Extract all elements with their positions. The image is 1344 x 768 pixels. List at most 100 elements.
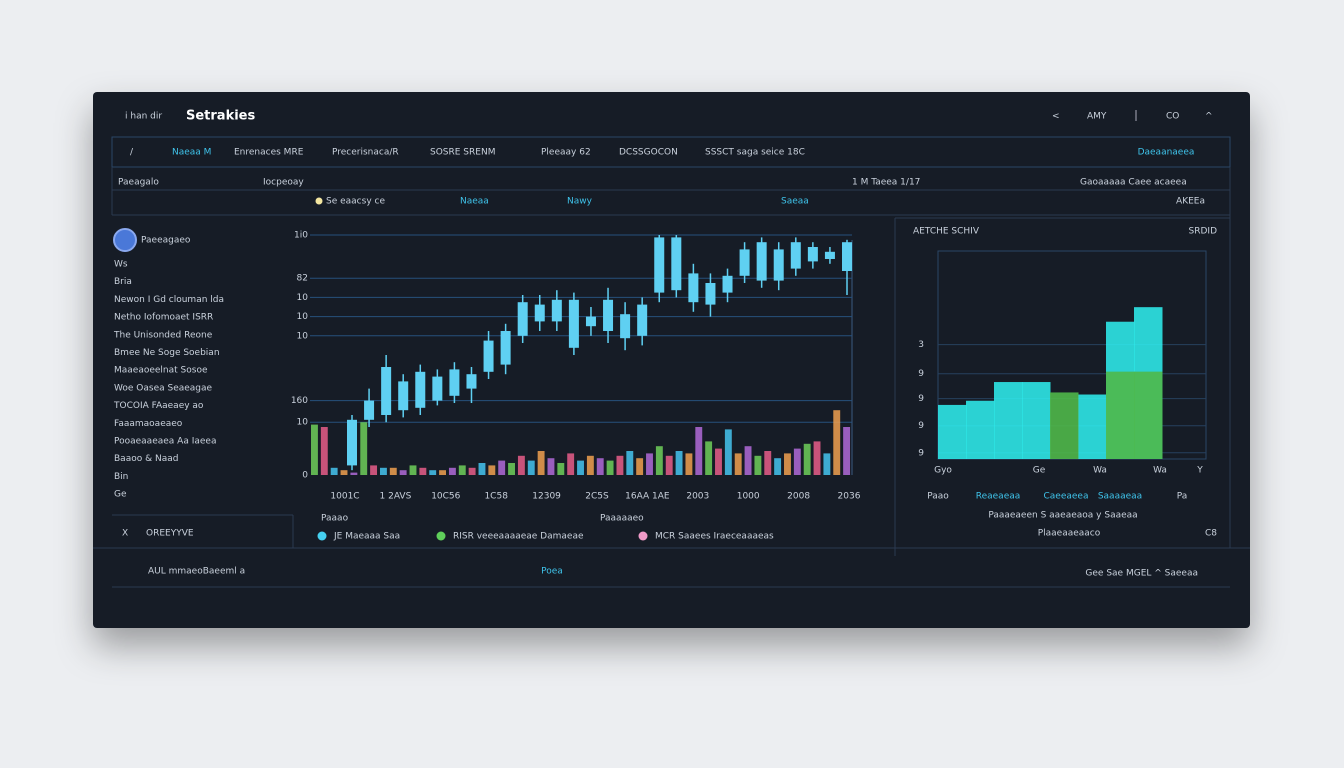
volume-bar bbox=[577, 460, 584, 475]
filter-tag[interactable]: Nawy bbox=[567, 197, 593, 207]
candle-body bbox=[603, 299, 614, 331]
sidebar-item[interactable]: Bria bbox=[114, 277, 132, 287]
footer-right[interactable]: Gee Sae MGEL ^ Saeeaa bbox=[1085, 569, 1198, 579]
sidebar-item[interactable]: Woe Oasea Seaeagae bbox=[114, 383, 213, 393]
nav-tab[interactable]: SSSCT saga seice 18C bbox=[705, 148, 805, 158]
nav-tab[interactable]: Enrenaces MRE bbox=[234, 148, 304, 158]
volume-bar bbox=[813, 441, 821, 475]
nav-tab[interactable]: Naeaa M bbox=[172, 148, 211, 158]
y-tick-label: 9 bbox=[918, 448, 924, 458]
window bbox=[93, 92, 1250, 628]
nav-tab[interactable]: Pleeaay 62 bbox=[541, 148, 591, 158]
nav-tab[interactable]: Precerisnaca/R bbox=[332, 148, 399, 158]
candle-body bbox=[585, 316, 596, 327]
nav-icon[interactable]: / bbox=[130, 148, 134, 158]
sidebar-item[interactable]: Faaamaoaeaeo bbox=[114, 419, 183, 429]
volume-bar bbox=[744, 446, 752, 475]
sidebar-item[interactable]: Bin bbox=[114, 472, 128, 482]
side-caption: Paaaeaeen S aaeaeaoa y Saaeaa bbox=[988, 511, 1137, 521]
legend-label: MCR Saaees Iraeceaaaeas bbox=[655, 532, 774, 542]
volume-bar bbox=[350, 472, 358, 475]
y-tick-label: 9 bbox=[918, 394, 924, 404]
nav-tab[interactable]: SOSRE SRENM bbox=[430, 148, 495, 158]
x-tick-label: Wa bbox=[1153, 466, 1167, 476]
x-tick-label: 1C58 bbox=[484, 492, 508, 502]
candle-body bbox=[364, 400, 375, 420]
volume-bar bbox=[705, 441, 713, 475]
volume-bar bbox=[665, 455, 673, 475]
filter[interactable]: 1 M Taeea 1/17 bbox=[852, 178, 920, 188]
sidebar-footer[interactable]: OREEYYVE bbox=[146, 529, 194, 539]
side-bar bbox=[1050, 392, 1079, 459]
candle-body bbox=[671, 237, 682, 291]
sidebar-item[interactable]: Netho Iofomoaet ISRR bbox=[114, 313, 213, 323]
side-bar bbox=[994, 382, 1023, 459]
x-tick-label: 2008 bbox=[787, 492, 810, 502]
sidebar-item[interactable]: Baaoo & Naad bbox=[114, 454, 178, 464]
x-tick-label: 1 2AVS bbox=[380, 492, 412, 502]
filter-tag[interactable]: Se eaacsy ce bbox=[326, 197, 385, 207]
candle-body bbox=[705, 283, 716, 305]
app-title: Setrakies bbox=[186, 109, 255, 124]
nav-action[interactable]: Daeaanaeea bbox=[1138, 148, 1195, 158]
sidebar-item[interactable]: Ge bbox=[114, 490, 127, 500]
volume-bar bbox=[724, 429, 732, 475]
x-tick-label: 2036 bbox=[838, 492, 861, 502]
volume-bar bbox=[675, 451, 683, 475]
volume-bar bbox=[340, 470, 348, 475]
side-label: Saaaaeaa bbox=[1098, 492, 1142, 502]
volume-bar bbox=[547, 458, 555, 475]
volume-bar bbox=[655, 446, 663, 475]
avatar[interactable] bbox=[113, 228, 137, 252]
side-bar bbox=[1078, 394, 1107, 459]
nav-box bbox=[111, 136, 1231, 168]
filter[interactable]: Paeagalo bbox=[118, 178, 159, 188]
menu-item[interactable]: CO bbox=[1166, 112, 1179, 122]
volume-bar bbox=[537, 451, 545, 475]
sidebar-item[interactable]: Maaeaoeelnat Sosoe bbox=[114, 366, 208, 376]
side-mark: C8 bbox=[1205, 529, 1217, 539]
sidebar-item[interactable]: Pooaeaaeaea Aa Iaeea bbox=[114, 437, 216, 447]
y-tick-label: 3 bbox=[918, 340, 924, 350]
footer-mid[interactable]: Poea bbox=[541, 567, 563, 577]
volume-bar bbox=[360, 422, 368, 475]
filter[interactable]: Iocpeoay bbox=[263, 178, 304, 188]
volume-bar bbox=[685, 453, 693, 475]
candle-body bbox=[483, 340, 494, 372]
volume-bar bbox=[389, 467, 397, 475]
sidebar-item[interactable]: The Unisonded Reone bbox=[113, 330, 213, 340]
candle-body bbox=[773, 249, 784, 281]
menu-item[interactable]: AMY bbox=[1087, 112, 1107, 122]
profile-name: Paeeagaeo bbox=[141, 236, 191, 246]
y-tick-label: 10 bbox=[297, 331, 309, 341]
back-icon[interactable]: < bbox=[1052, 112, 1060, 122]
sidebar-item[interactable]: Ws bbox=[114, 260, 128, 270]
nav-tab[interactable]: DCSSGOCON bbox=[619, 148, 678, 158]
volume-bar bbox=[596, 458, 604, 475]
candle-body bbox=[381, 367, 392, 415]
sidebar-item[interactable]: TOCOIA FAaeaey ao bbox=[113, 401, 204, 411]
x-tick-label: 16AA 1AE bbox=[625, 492, 670, 502]
volume-bar bbox=[508, 463, 515, 475]
side-bar bbox=[1106, 371, 1135, 459]
filter-tag[interactable]: Naeaa bbox=[460, 197, 489, 207]
filter-tag[interactable]: AKEEa bbox=[1176, 197, 1205, 207]
side-title: AETCHE SCHIV bbox=[913, 227, 980, 237]
x-tick-label: 1001C bbox=[330, 492, 359, 502]
filter[interactable]: Gaoaaaaa Caee acaeea bbox=[1080, 178, 1187, 188]
candle-body bbox=[449, 369, 460, 396]
close-icon[interactable]: X bbox=[122, 529, 128, 539]
candle-body bbox=[688, 273, 699, 303]
sidebar-item[interactable]: Newon I Gd clouman lda bbox=[114, 295, 224, 305]
candle-body bbox=[807, 247, 818, 262]
sidebar-item[interactable]: Bmee Ne Soge Soebian bbox=[114, 348, 220, 358]
candle-body bbox=[722, 275, 733, 293]
candle-body bbox=[824, 251, 835, 259]
collapse-icon[interactable]: ^ bbox=[1205, 112, 1213, 122]
volume-bar bbox=[311, 424, 318, 475]
x-tick-label: Wa bbox=[1093, 466, 1107, 476]
volume-bar bbox=[448, 467, 456, 475]
legend-swatch bbox=[436, 531, 446, 541]
candle-body bbox=[347, 419, 357, 466]
filter-tag[interactable]: Saeaa bbox=[781, 197, 809, 207]
